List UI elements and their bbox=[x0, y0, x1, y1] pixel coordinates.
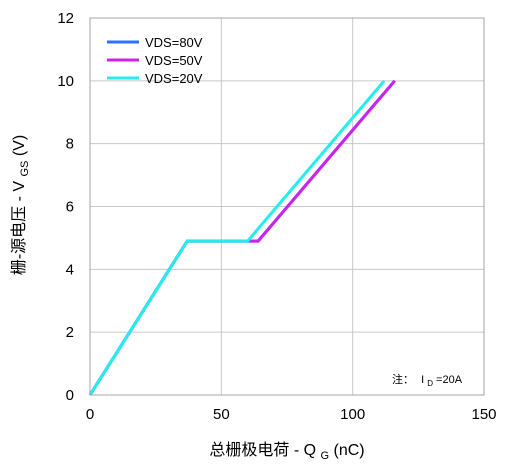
legend-label: VDS=50V bbox=[145, 53, 203, 68]
annotation-tail: =20A bbox=[436, 374, 463, 386]
y-tick-label: 6 bbox=[66, 199, 74, 216]
annotation-main: I bbox=[421, 374, 424, 386]
legend-label: VDS=20V bbox=[145, 71, 203, 86]
legend: VDS=80V VDS=50V VDS=20V bbox=[107, 35, 203, 86]
x-tick-label: 0 bbox=[86, 406, 94, 423]
series-layer bbox=[88, 79, 396, 396]
x-tick-label: 50 bbox=[213, 406, 230, 423]
y-tick-label: 10 bbox=[57, 73, 74, 90]
x-tick-label: 100 bbox=[340, 406, 365, 423]
x-axis-title-main: 总栅极电荷 - Q bbox=[209, 441, 316, 459]
y-axis-title: 栅-源电压 - V GS (V) bbox=[10, 135, 32, 275]
y-axis-title-tail: (V) bbox=[11, 135, 28, 156]
plot-frame bbox=[89, 17, 485, 396]
series-line-vds-80v bbox=[88, 79, 396, 396]
condition-annotation: 注： I D =20A bbox=[392, 372, 463, 389]
x-tick-label: 150 bbox=[471, 406, 496, 423]
legend-label: VDS=80V bbox=[145, 35, 203, 50]
series-line-vds-50v bbox=[88, 79, 396, 396]
y-axis-title-main: 栅-源电压 - V bbox=[10, 181, 28, 276]
tick-layer: 0 50 100 150 0 2 4 6 8 10 12 bbox=[57, 10, 496, 423]
y-tick-label: 2 bbox=[66, 324, 74, 341]
x-axis-title: 总栅极电荷 - Q G (nC) bbox=[209, 441, 364, 463]
x-axis-title-tail: (nC) bbox=[334, 442, 365, 459]
series-line-vds-20v bbox=[88, 79, 386, 396]
annotation-prefix: 注： bbox=[392, 372, 414, 386]
y-tick-label: 8 bbox=[66, 136, 74, 153]
y-axis-title-subscript: GS bbox=[19, 161, 31, 177]
y-tick-label: 12 bbox=[57, 10, 74, 27]
y-tick-label: 0 bbox=[66, 387, 74, 404]
annotation-subscript: D bbox=[427, 379, 433, 388]
x-axis-title-subscript: G bbox=[321, 450, 330, 462]
y-tick-label: 4 bbox=[66, 261, 74, 278]
